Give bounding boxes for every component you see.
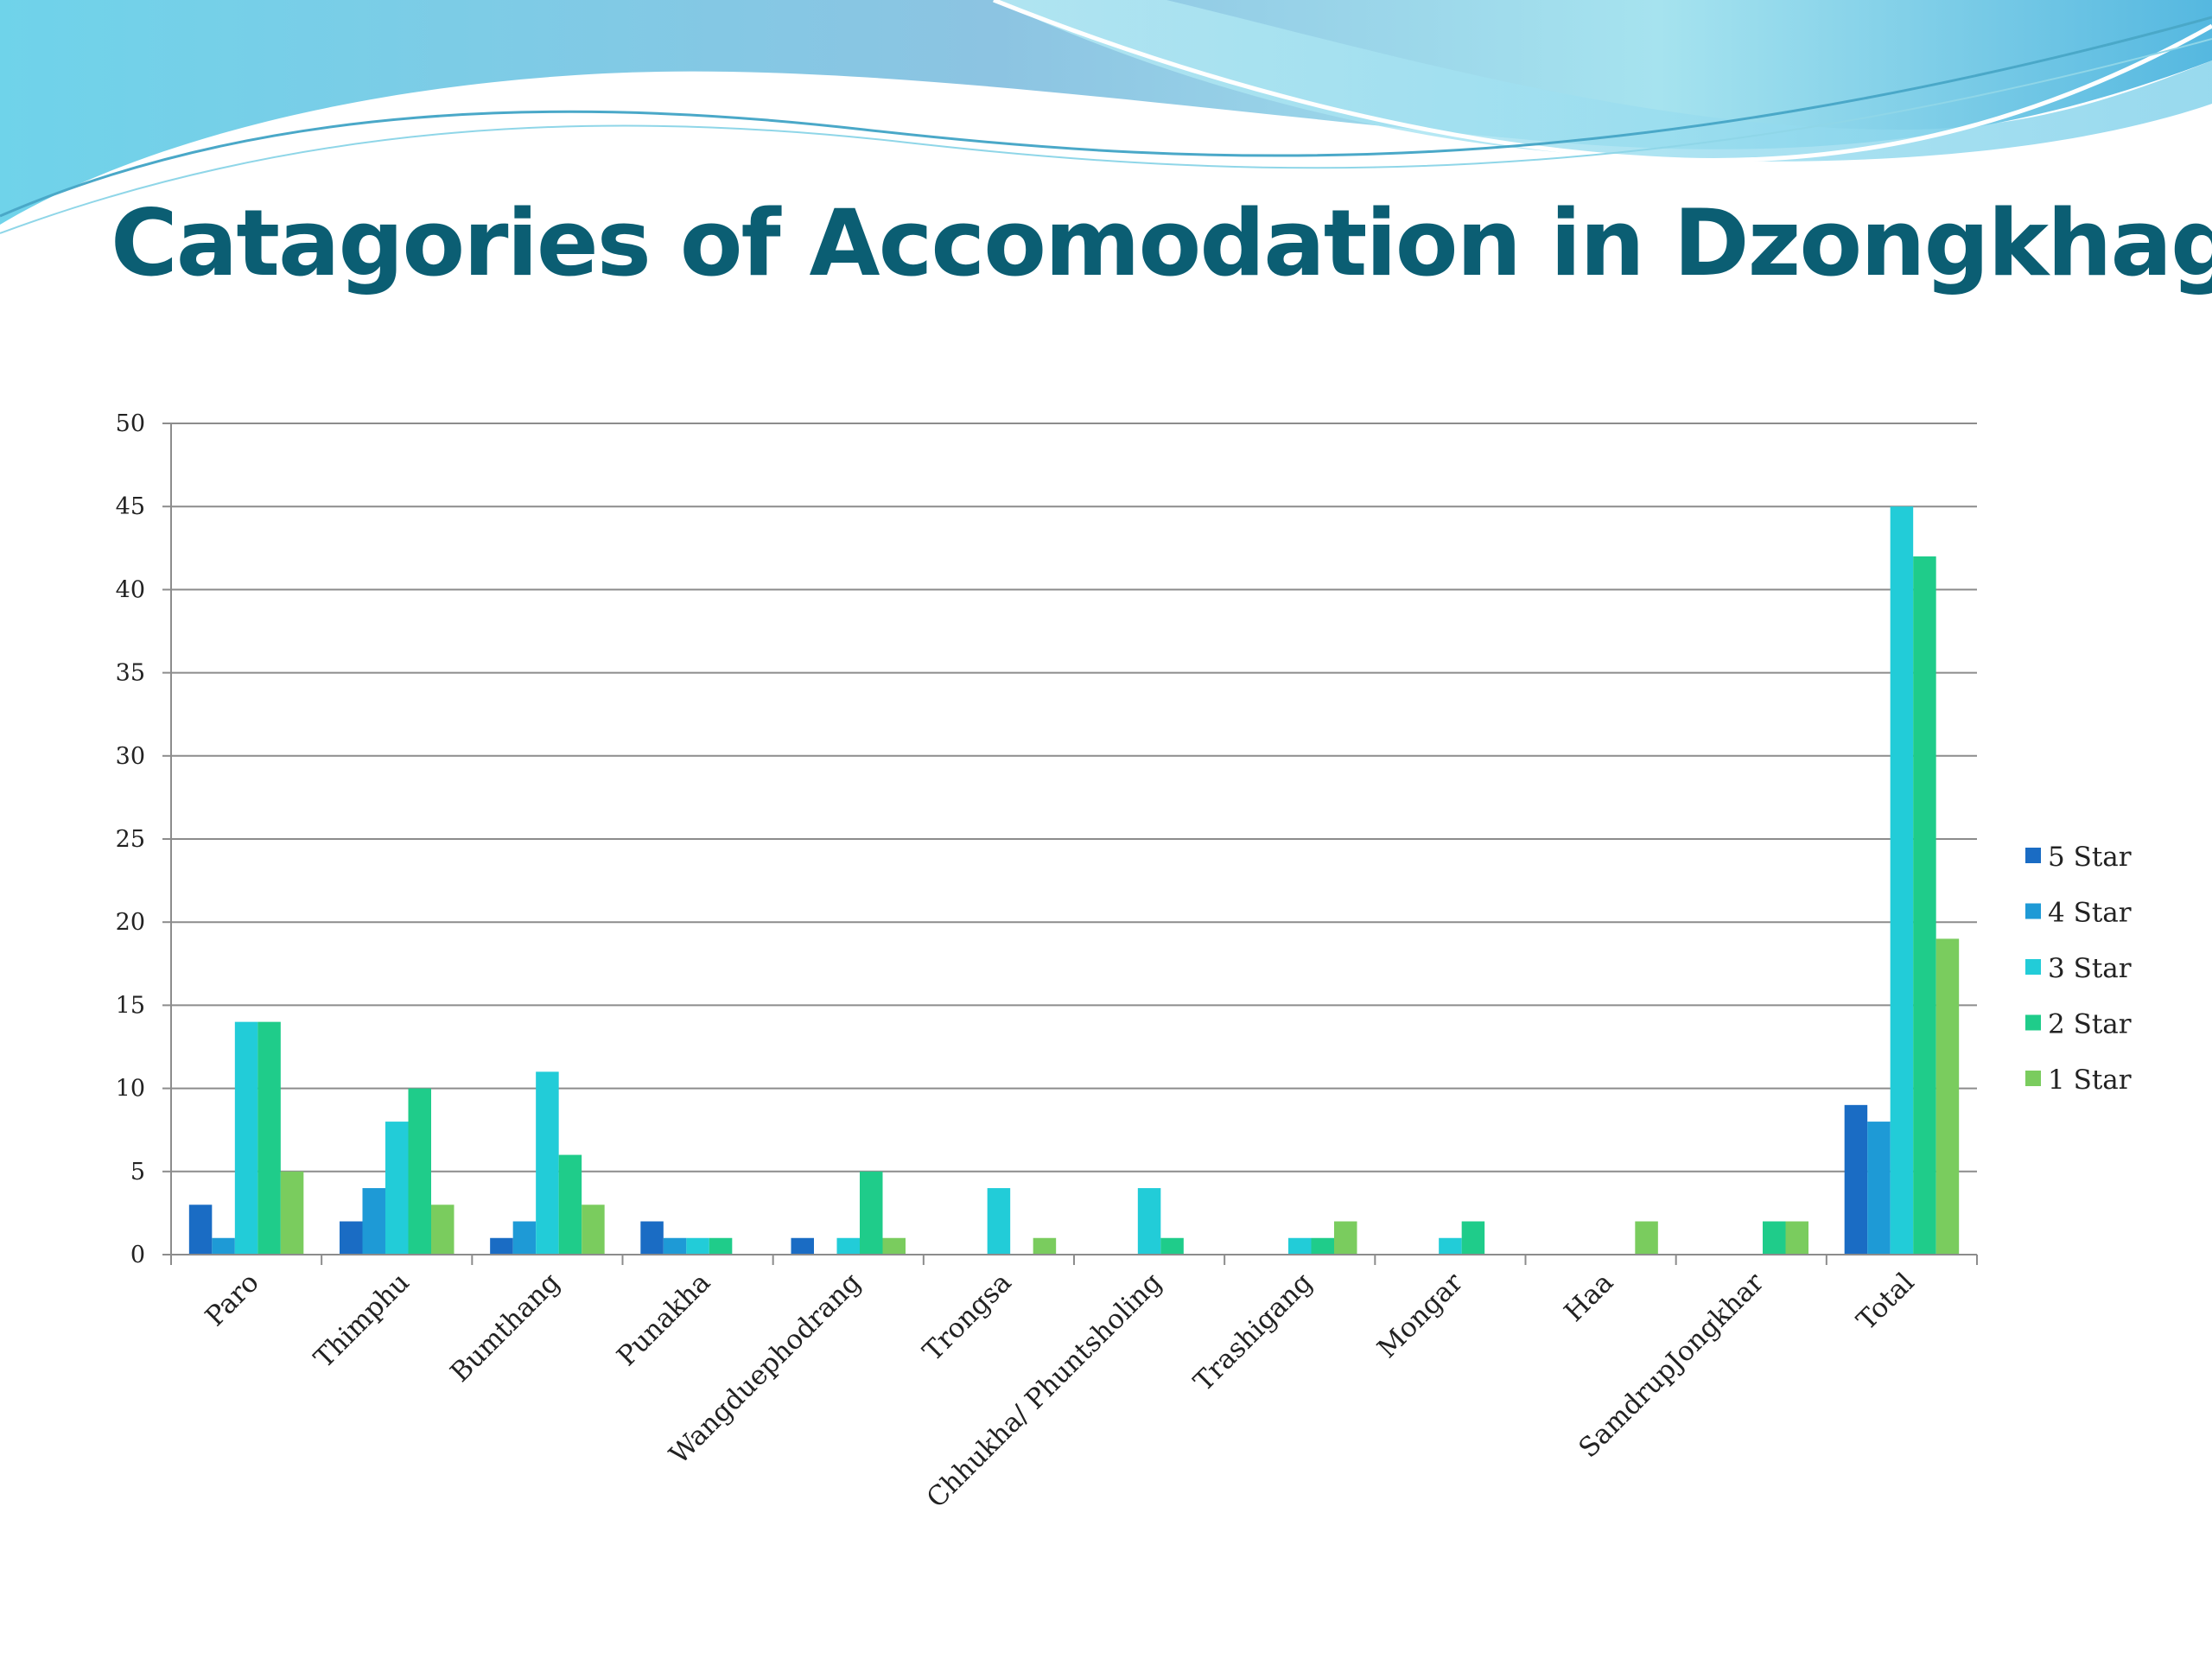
bar-3-star xyxy=(1137,1188,1161,1255)
bar-5-star xyxy=(640,1221,664,1255)
bar-5-star xyxy=(490,1237,513,1255)
y-tick-label: 50 xyxy=(116,410,145,437)
bar-5-star xyxy=(188,1205,213,1255)
y-tick-label: 25 xyxy=(116,826,145,853)
bar-3-star xyxy=(1890,506,1914,1255)
legend-swatch xyxy=(2025,1014,2041,1031)
bar-2-star xyxy=(257,1021,281,1255)
bar-1-star xyxy=(280,1171,304,1255)
bar-3-star xyxy=(536,1071,559,1255)
bar-3-star xyxy=(836,1237,860,1255)
axes xyxy=(170,423,1978,1265)
bar-3-star xyxy=(1288,1237,1312,1255)
gridlines xyxy=(171,423,1977,1173)
bar-2-star xyxy=(1763,1221,1786,1255)
legend-swatch xyxy=(2025,903,2041,919)
y-tick-label: 5 xyxy=(130,1159,145,1185)
category-label: Punakha xyxy=(611,1267,716,1372)
legend: 5 Star 4 Star 3 Star 2 Star 1 Star xyxy=(2025,842,2132,1096)
bar-3-star xyxy=(234,1021,258,1255)
bar-2-star xyxy=(558,1154,582,1255)
bar-2-star xyxy=(1160,1237,1184,1255)
legend-swatch xyxy=(2025,959,2041,975)
category-labels: Paro Thimphu Bumthang PunakhaWangduephodran… xyxy=(200,1267,1921,1514)
bar-1-star xyxy=(882,1237,906,1255)
category-label: Bumthang xyxy=(444,1267,566,1389)
slide-title: Catagories of Accomodation in Dzongkhags xyxy=(111,190,2212,296)
y-tick-labels: 0 5 10 15 20 25 30 35 40 45 50 xyxy=(116,410,171,1268)
category-label: Mongar xyxy=(1371,1267,1469,1364)
bar-3-star xyxy=(686,1237,709,1255)
bar-2-star xyxy=(860,1171,883,1255)
decorative-banner xyxy=(0,0,2212,234)
y-tick-label: 0 xyxy=(130,1242,145,1268)
bar-2-star xyxy=(1461,1221,1485,1255)
bar-2-star xyxy=(1913,556,1936,1255)
legend-label: 4 Star xyxy=(2048,898,2132,929)
legend-label: 3 Star xyxy=(2048,953,2132,984)
bar-4-star xyxy=(212,1237,235,1255)
bar-1-star xyxy=(582,1205,605,1255)
bar-3-star xyxy=(1439,1237,1462,1255)
category-label: Haa xyxy=(1559,1267,1620,1328)
bar-5-star xyxy=(1844,1104,1868,1255)
bar-3-star xyxy=(987,1188,1011,1255)
bar-1-star xyxy=(1334,1221,1357,1255)
category-label: Total xyxy=(1851,1267,1920,1336)
bar-4-star xyxy=(663,1237,687,1255)
legend-label: 5 Star xyxy=(2048,842,2132,873)
bars xyxy=(188,506,1960,1255)
bar-4-star xyxy=(362,1188,385,1255)
bar-1-star xyxy=(1635,1221,1658,1255)
bar-1-star xyxy=(431,1205,454,1255)
y-tick-label: 10 xyxy=(116,1076,145,1103)
category-label: Trongsa xyxy=(917,1267,1017,1367)
bar-2-star xyxy=(709,1237,733,1255)
bar-5-star xyxy=(340,1221,363,1255)
bar-2-star xyxy=(408,1088,431,1255)
y-tick-label: 30 xyxy=(116,743,145,770)
y-tick-label: 45 xyxy=(116,493,145,520)
category-label: Trashigang xyxy=(1188,1267,1319,1397)
y-tick-label: 35 xyxy=(116,660,145,687)
bar-3-star xyxy=(385,1122,409,1255)
bar-2-star xyxy=(1311,1237,1334,1255)
legend-label: 1 Star xyxy=(2048,1065,2132,1096)
bar-1-star xyxy=(1936,938,1960,1255)
category-label: Thimphu xyxy=(308,1267,416,1374)
legend-swatch xyxy=(2025,1071,2041,1086)
bar-4-star xyxy=(1867,1122,1891,1255)
legend-swatch xyxy=(2025,848,2041,863)
bar-4-star xyxy=(512,1221,537,1255)
y-tick-label: 20 xyxy=(116,909,145,936)
y-tick-label: 40 xyxy=(116,576,145,603)
category-label: Paro xyxy=(200,1267,265,1332)
y-tick-label: 15 xyxy=(116,992,145,1019)
legend-label: 2 Star xyxy=(2048,1009,2132,1040)
bar-5-star xyxy=(791,1237,814,1255)
bar-1-star xyxy=(1033,1237,1057,1255)
bar-1-star xyxy=(1785,1221,1808,1255)
